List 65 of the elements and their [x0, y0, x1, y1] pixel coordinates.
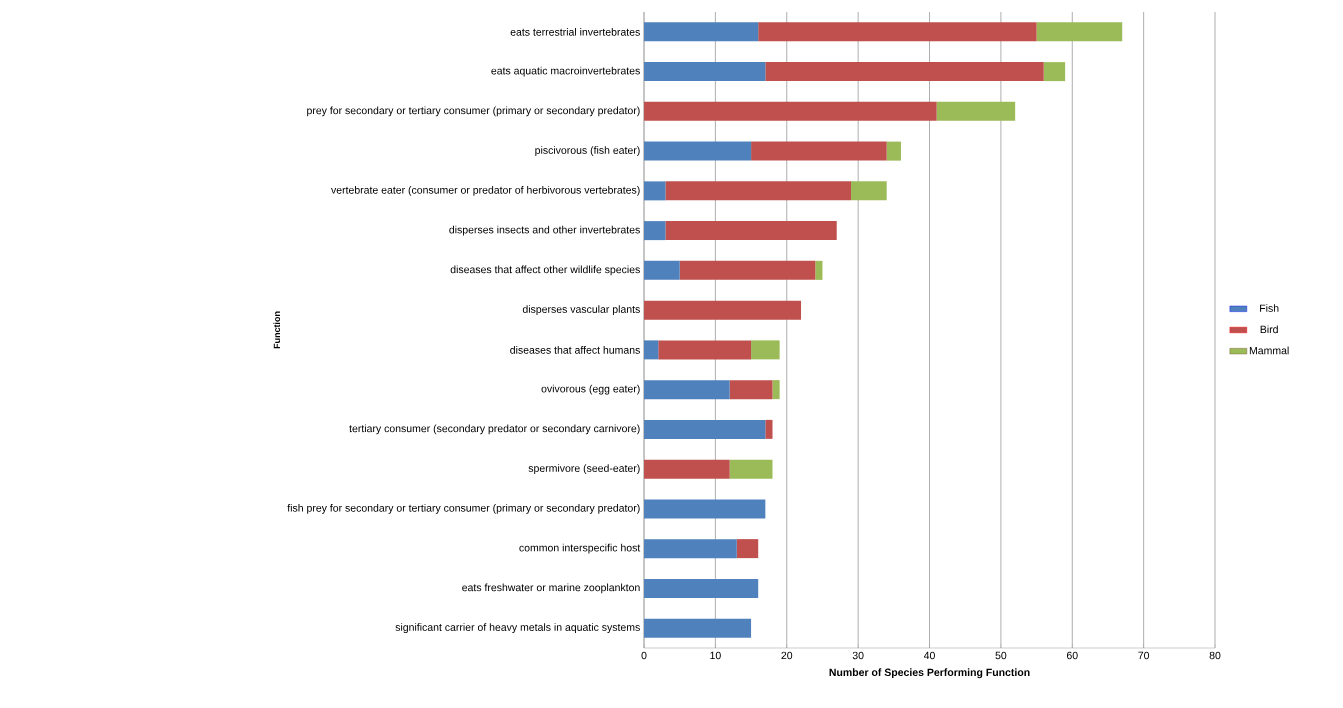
x-tick-label: 20: [781, 651, 793, 660]
bar: [736, 539, 759, 559]
bar: [644, 221, 666, 241]
bar: [679, 260, 816, 280]
bar: [644, 578, 759, 598]
y-tick-label: tertiary consumer (secondary predator or secondary carnivore): [349, 424, 640, 435]
bar: [772, 380, 780, 400]
y-tick-label: prey for secondary or tertiary consumer (primary or secondary predator): [307, 106, 640, 117]
bar: [751, 340, 780, 360]
bar: [729, 380, 773, 400]
bar: [886, 141, 901, 161]
bar: [729, 459, 773, 479]
x-tick-label: 70: [1138, 651, 1150, 660]
y-tick-label: diseases that affect humans: [510, 346, 640, 354]
y-tick-label: eats aquatic macroinvertebrates: [491, 66, 640, 77]
y-tick-label: eats freshwater or marine zooplankton: [462, 583, 640, 594]
bar: [765, 62, 1044, 82]
bar: [1043, 62, 1066, 82]
bar: [936, 101, 1016, 121]
y-tick-label: fish prey for secondary or tertiary consumer (primary or secondary predator): [287, 503, 640, 514]
bar: [644, 62, 766, 82]
bar: [644, 419, 766, 439]
x-tick-label: 10: [710, 651, 721, 660]
y-tick-label: disperses insects and other invertebrates: [449, 225, 640, 236]
bar: [644, 300, 802, 320]
y-tick-label: spermivore (seed-eater): [528, 464, 640, 475]
y-tick-label: eats terrestrial invertebrates: [510, 28, 640, 36]
bar: [815, 260, 823, 280]
x-tick-label: 60: [1066, 651, 1078, 660]
bar: [644, 618, 752, 638]
y-tick-label: vertebrate eater (consumer or predator of herbivorous vertebrates): [331, 185, 640, 196]
bar: [644, 181, 666, 201]
legend-label: Fish: [1260, 304, 1279, 312]
legend-label: Bird: [1260, 325, 1278, 334]
y-axis-title: Function: [273, 311, 281, 349]
y-tick-label: common interspecific host: [519, 543, 641, 554]
y-tick-label: ovivorous (egg eater): [541, 384, 640, 395]
bar: [665, 181, 851, 201]
bar: [1036, 22, 1123, 42]
bar: [644, 499, 766, 519]
x-tick-label: 30: [852, 651, 864, 660]
bar: [644, 101, 937, 121]
x-tick-label: 0: [641, 651, 647, 660]
bar: [644, 22, 759, 42]
y-tick-label: piscivorous (fish eater): [535, 146, 640, 157]
bar: [644, 340, 659, 360]
x-axis-title: Number of Species Performing Function: [829, 668, 1030, 679]
x-tick-label: 80: [1209, 651, 1221, 660]
y-tick-label: diseases that affect other wildlife species: [450, 265, 640, 276]
bar: [644, 539, 737, 559]
bar: [644, 141, 752, 161]
x-tick-label: 50: [995, 651, 1007, 660]
x-tick-label: 40: [923, 651, 935, 660]
bar: [658, 340, 752, 360]
bar: [758, 22, 1037, 42]
bar: [644, 260, 680, 280]
bar: [644, 380, 730, 400]
legend-label: Mammal: [1249, 346, 1289, 355]
bar: [751, 141, 887, 161]
y-tick-label: significant carrier of heavy metals in aquatic systems: [395, 623, 640, 634]
bar: [644, 459, 730, 479]
bar: [765, 419, 773, 439]
bar: [851, 181, 887, 201]
bar: [665, 221, 837, 241]
y-tick-label: disperses vascular plants: [522, 305, 640, 316]
